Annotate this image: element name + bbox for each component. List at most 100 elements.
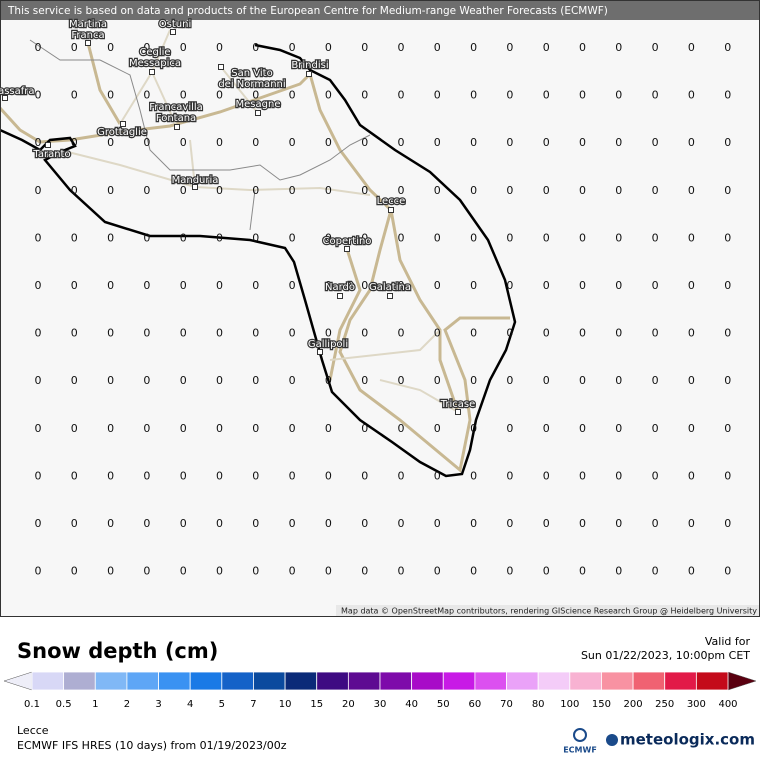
legend-title: Snow depth (cm) [17,639,218,663]
grid-value: 0 [615,469,622,482]
grid-value: 0 [615,184,622,197]
grid-value: 0 [143,184,150,197]
colorbar-label: 5 [219,699,225,710]
grid-value: 0 [615,279,622,292]
grid-value: 0 [325,136,332,149]
grid-value: 0 [398,89,405,102]
grid-value: 0 [361,231,368,244]
grid-value: 0 [216,565,223,578]
grid-value: 0 [652,184,659,197]
grid-value: 0 [543,136,550,149]
city-label: dei Normanni [218,79,285,90]
grid-value: 0 [579,327,586,340]
grid-value: 0 [361,136,368,149]
coastline [0,43,517,478]
city-marker [218,64,224,70]
colorbar-segment [537,671,571,691]
colorbar-segment [474,671,507,691]
grid-value: 0 [506,41,513,54]
grid-value: 0 [107,517,114,530]
grid-value: 0 [724,89,731,102]
grid-value: 0 [688,184,695,197]
city-label: Ceglie [139,47,170,58]
grid-value: 0 [543,469,550,482]
grid-value: 0 [434,469,441,482]
ecmwf-logo [573,728,587,742]
colorbar-label: 200 [624,699,643,710]
grid-value: 0 [361,422,368,435]
colorbar-under [3,671,33,691]
city-label: Manduria [172,175,219,186]
city-label: Gallipoli [308,339,348,350]
colorbar-segment [94,671,128,691]
grid-value: 0 [361,517,368,530]
grid-value: 0 [506,374,513,387]
grid-value: 0 [688,517,695,530]
grid-value: 0 [252,565,259,578]
colorbar-segment [284,671,318,691]
colorbar-label: 150 [592,699,611,710]
city-label: Fontana [156,113,196,124]
grid-value: 0 [71,41,78,54]
grid-value: 0 [107,469,114,482]
grid-value: 0 [143,41,150,54]
grid-value: 0 [398,469,405,482]
grid-value: 0 [216,279,223,292]
banner-background [0,0,760,20]
grid-value: 0 [398,565,405,578]
city-label: Francavilla [149,102,203,113]
grid-value: 0 [470,41,477,54]
colorbar-segment [664,671,697,691]
colorbar-segment [63,671,96,691]
grid-value: 0 [361,374,368,387]
grid-value: 0 [688,136,695,149]
grid-value: 0 [252,184,259,197]
grid-value: 0 [543,41,550,54]
grid-value: 0 [470,184,477,197]
colorbar-segment [601,671,634,691]
grid-value: 0 [543,231,550,244]
grid-value: 0 [361,469,368,482]
grid-value: 0 [724,41,731,54]
city-marker [344,246,350,252]
ecmwf-text: ECMWF [563,746,597,755]
grid-value: 0 [470,279,477,292]
grid-value: 0 [289,184,296,197]
grid-value: 0 [543,374,550,387]
colorbar-segment [221,671,254,691]
roads [0,29,510,473]
grid-value: 0 [325,41,332,54]
grid-value: 0 [107,279,114,292]
grid-value: 0 [35,41,42,54]
grid-value: 0 [543,422,550,435]
grid-value: 0 [579,469,586,482]
city-marker [2,95,8,101]
grid-value: 0 [434,231,441,244]
grid-value: 0 [252,89,259,102]
map-background [0,0,760,617]
city-marker [149,69,155,75]
colorbar-label: 50 [437,699,450,710]
grid-value: 0 [35,136,42,149]
grid-value: 0 [506,565,513,578]
colorbar-label: 20 [342,699,355,710]
grid-value: 0 [652,279,659,292]
grid-value: 0 [688,231,695,244]
colorbar-label: 60 [469,699,482,710]
grid-value: 0 [652,41,659,54]
grid-value: 0 [652,422,659,435]
grid-value: 0 [434,374,441,387]
grid-value: 0 [107,41,114,54]
grid-value: 0 [543,89,550,102]
grid-value: 0 [688,41,695,54]
grid-value: 0 [398,136,405,149]
grid-value: 0 [216,89,223,102]
city-marker [317,349,323,355]
grid-value: 0 [470,231,477,244]
grid-value: 0 [615,565,622,578]
grid-value: 0 [180,231,187,244]
grid-value: 0 [216,231,223,244]
grid-value: 0 [325,184,332,197]
grid-value: 0 [688,374,695,387]
city-marker [388,207,394,213]
